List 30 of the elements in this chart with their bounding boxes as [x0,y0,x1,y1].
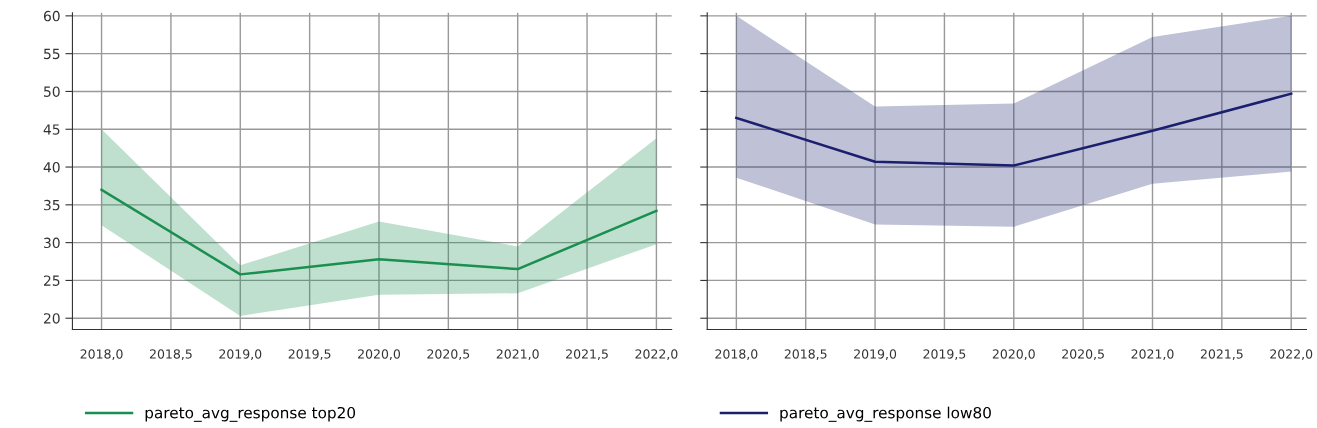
y-tick-label: 30 [44,237,60,249]
x-tick-label: 2019,5 [923,349,966,360]
x-tick-label: 2018,0 [715,349,758,360]
legend-label: pareto_avg_response low80 [780,406,991,422]
y-tick-label: 20 [43,313,60,324]
x-tick-label: 2019,0 [854,349,897,360]
y-tick-label: 50 [44,86,60,97]
x-tick-label: 2021,5 [566,349,608,360]
x-tick-label: 2020,0 [992,349,1035,360]
x-tick-label: 2018,0 [80,349,123,360]
y-tick-label: 60 [43,10,60,22]
line-series [100,188,658,276]
x-tick-label: 2018,5 [784,349,827,360]
y-tick-label: 45 [43,124,60,135]
x-tick-label: 2022,0 [1270,349,1313,360]
y-tick-label: 40 [43,162,60,173]
y-tick-label: 25 [43,275,60,286]
x-tick-label: 2021,0 [1131,349,1174,360]
y-tick-label: 35 [44,199,60,211]
x-tick-label: 2020,0 [358,349,401,360]
x-tick-label: 2020,5 [1062,349,1104,360]
x-tick-label: 2020,5 [427,349,470,360]
legend-label: pareto_avg_response top20 [145,406,356,422]
y-tick-label: 55 [44,48,60,60]
x-tick-label: 2021,5 [1200,349,1243,360]
x-tick-label: 2019,5 [288,349,331,360]
x-tick-label: 2018,5 [149,349,192,360]
x-tick-label: 2019,0 [219,349,262,360]
x-tick-label: 2021,0 [496,349,539,360]
x-tick-label: 2022,0 [635,349,678,360]
